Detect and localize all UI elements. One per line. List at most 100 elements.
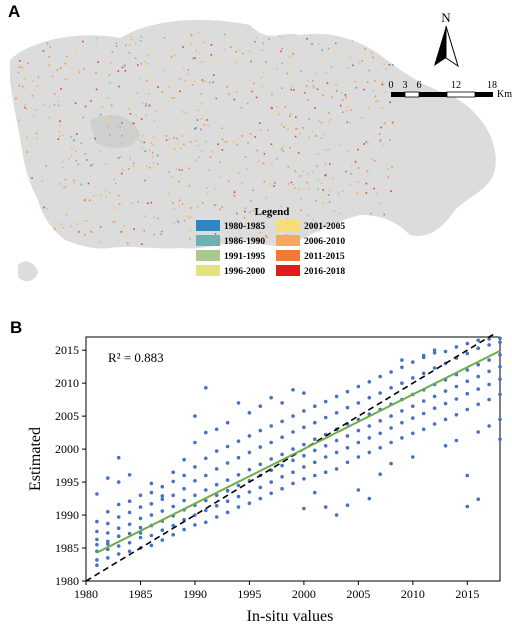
data-point <box>313 473 317 478</box>
data-point <box>498 392 502 397</box>
x-axis-label: In-situ values <box>247 608 334 625</box>
building-pixel <box>119 126 122 128</box>
building-pixel <box>90 164 92 167</box>
building-pixel <box>137 64 139 66</box>
data-point <box>465 504 470 509</box>
data-point <box>345 460 350 465</box>
building-pixel <box>274 179 277 182</box>
building-pixel <box>307 186 310 189</box>
building-pixel <box>17 71 20 74</box>
building-pixel <box>62 227 65 229</box>
building-pixel <box>148 104 151 107</box>
data-point <box>138 525 143 530</box>
building-pixel <box>183 235 186 238</box>
building-pixel <box>223 141 226 143</box>
building-pixel <box>64 110 67 113</box>
building-pixel <box>351 164 353 167</box>
building-pixel <box>235 158 237 160</box>
building-pixel <box>141 102 144 104</box>
building-pixel <box>160 230 163 233</box>
building-pixel <box>189 44 192 47</box>
building-pixel <box>66 78 69 80</box>
building-pixel <box>253 208 256 211</box>
building-pixel <box>281 62 284 65</box>
data-point <box>345 503 350 507</box>
building-pixel <box>381 89 384 91</box>
data-point <box>258 485 263 490</box>
building-pixel <box>245 221 247 223</box>
building-pixel <box>373 160 376 162</box>
study-area-polygon <box>10 19 496 249</box>
building-pixel <box>278 234 281 236</box>
data-point <box>454 413 459 417</box>
building-pixel <box>214 233 217 235</box>
building-pixel <box>112 162 114 164</box>
building-pixel <box>244 210 246 213</box>
legend-label: 2016-2018 <box>304 267 345 277</box>
building-pixel <box>292 210 295 212</box>
building-pixel <box>58 135 61 137</box>
building-pixel <box>204 174 206 177</box>
data-point <box>160 484 165 489</box>
building-pixel <box>189 141 192 143</box>
data-point <box>193 479 197 483</box>
building-pixel <box>212 74 215 76</box>
building-pixel <box>262 42 265 45</box>
building-pixel <box>355 86 358 89</box>
data-point <box>421 353 426 358</box>
building-pixel <box>139 39 142 42</box>
building-pixel <box>99 150 102 152</box>
building-pixel <box>332 69 334 71</box>
building-pixel <box>324 162 327 164</box>
data-point <box>280 419 284 424</box>
building-pixel <box>289 115 291 117</box>
data-point <box>149 513 154 517</box>
building-pixel <box>258 122 261 124</box>
building-pixel <box>206 95 209 97</box>
building-pixel <box>18 119 20 122</box>
data-point <box>323 399 328 404</box>
building-pixel <box>181 203 184 205</box>
building-pixel <box>279 35 281 38</box>
building-pixel <box>307 172 309 175</box>
building-pixel <box>291 150 293 153</box>
building-pixel <box>322 94 324 97</box>
data-point <box>378 431 383 436</box>
building-pixel <box>246 168 248 170</box>
building-pixel <box>144 61 146 63</box>
x-tick-label: 1990 <box>183 587 207 601</box>
building-pixel <box>312 84 314 87</box>
building-pixel <box>64 62 67 65</box>
building-pixel <box>134 42 137 45</box>
building-pixel <box>240 106 243 109</box>
building-pixel <box>186 185 188 188</box>
building-pixel <box>41 130 43 132</box>
building-pixel <box>71 68 74 70</box>
building-pixel <box>293 187 296 190</box>
building-pixel <box>61 226 64 229</box>
building-pixel <box>384 125 387 127</box>
building-pixel <box>300 198 302 200</box>
x-tick-label: 2005 <box>346 587 370 601</box>
data-point <box>400 358 404 362</box>
building-pixel <box>281 148 283 150</box>
data-point <box>116 534 121 538</box>
building-pixel <box>247 228 249 230</box>
building-pixel <box>322 202 324 204</box>
building-pixel <box>363 88 365 91</box>
building-pixel <box>152 136 155 139</box>
legend-swatch <box>196 235 220 246</box>
data-point <box>269 395 274 400</box>
building-pixel <box>221 35 223 37</box>
building-pixel <box>191 84 194 86</box>
data-point <box>487 343 491 347</box>
building-pixel <box>357 148 359 151</box>
building-pixel <box>53 93 56 95</box>
building-pixel <box>270 242 272 244</box>
building-pixel <box>25 127 27 129</box>
building-pixel <box>218 175 221 178</box>
data-point <box>378 391 383 395</box>
building-pixel <box>153 216 155 219</box>
building-pixel <box>27 62 29 65</box>
building-pixel <box>253 82 255 85</box>
